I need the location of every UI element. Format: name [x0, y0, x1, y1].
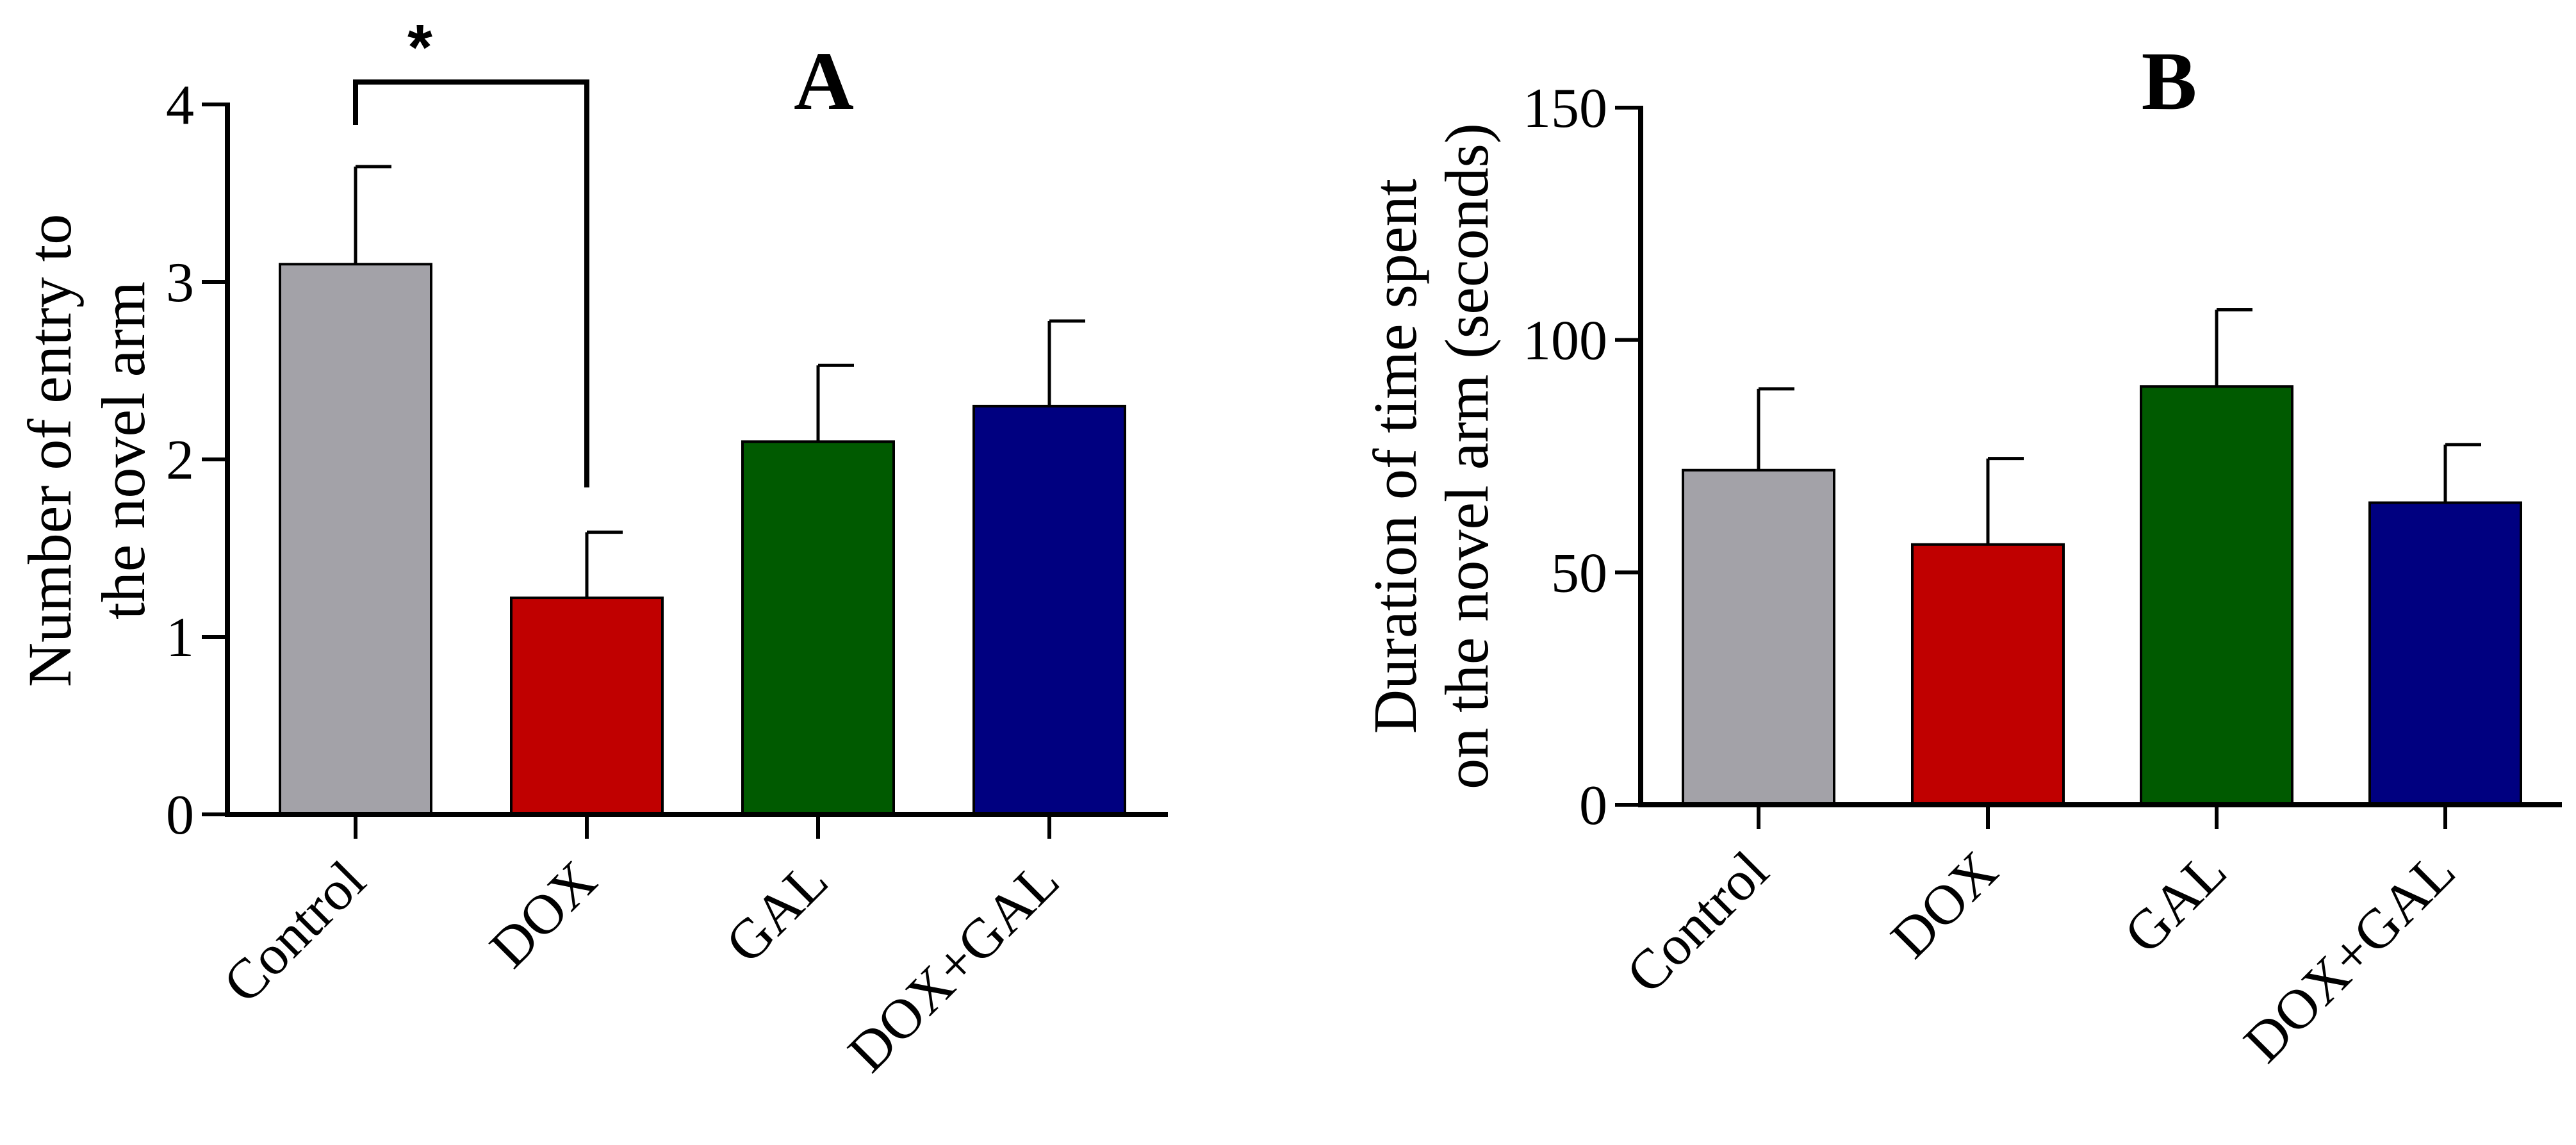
panel-b-category-label-gal: GAL: [2113, 840, 2238, 966]
panel-a-y-axis-label: Number of entry to: [15, 214, 84, 687]
panel-a-bar-dox: [510, 597, 664, 816]
panel-b-title: B: [2142, 35, 2197, 128]
panel-a-bar-dox-gal: [972, 404, 1126, 816]
panel-b-category-label-dox-gal: DOX+GAL: [2233, 840, 2467, 1075]
panel-b-category-label-dox: DOX: [1880, 840, 2010, 970]
panel-a-category-label-dox-gal: DOX+GAL: [837, 850, 1071, 1084]
panel-b-y-axis-label: on the novel arm (seconds): [1432, 123, 1501, 789]
panel-b-bar-gal: [2140, 385, 2293, 806]
panel-a-bar-gal: [741, 440, 895, 816]
panel-b-y-tick-label: 50: [1551, 542, 1607, 604]
panel-a-y-tick-label: 0: [166, 784, 194, 846]
panel-a-y-tick-label: 1: [166, 607, 194, 669]
panel-a-significance-label: *: [407, 12, 432, 83]
panel-a-y-tick-label: 2: [166, 429, 194, 491]
panel-b-y-tick-label: 150: [1523, 78, 1607, 140]
panel-b-y-tick-label: 100: [1523, 310, 1607, 372]
panel-a-category-label-dox: DOX: [479, 850, 609, 980]
panel-a-bar-control: [279, 263, 432, 816]
panel-a-y-tick-label: 3: [166, 252, 194, 314]
panel-b-bar-control: [1682, 468, 1835, 806]
panel-b-y-tick-label: 0: [1579, 775, 1607, 837]
panel-a-y-tick-label: 4: [166, 74, 194, 136]
panel-a-title: A: [794, 35, 854, 128]
panel-b-bar-dox: [1911, 543, 2065, 807]
panel-b-bar-dox-gal: [2368, 501, 2522, 806]
panel-a-y-axis-label: the novel arm: [89, 281, 158, 620]
panel-a-significance-bracket: [353, 79, 589, 488]
panel-b-y-axis-label: Duration of time spent: [1361, 178, 1429, 734]
panel-a-category-label-gal: GAL: [714, 850, 840, 975]
panel-b-category-label-control: Control: [1614, 840, 1780, 1006]
panel-a-category-label-control: Control: [211, 850, 377, 1016]
